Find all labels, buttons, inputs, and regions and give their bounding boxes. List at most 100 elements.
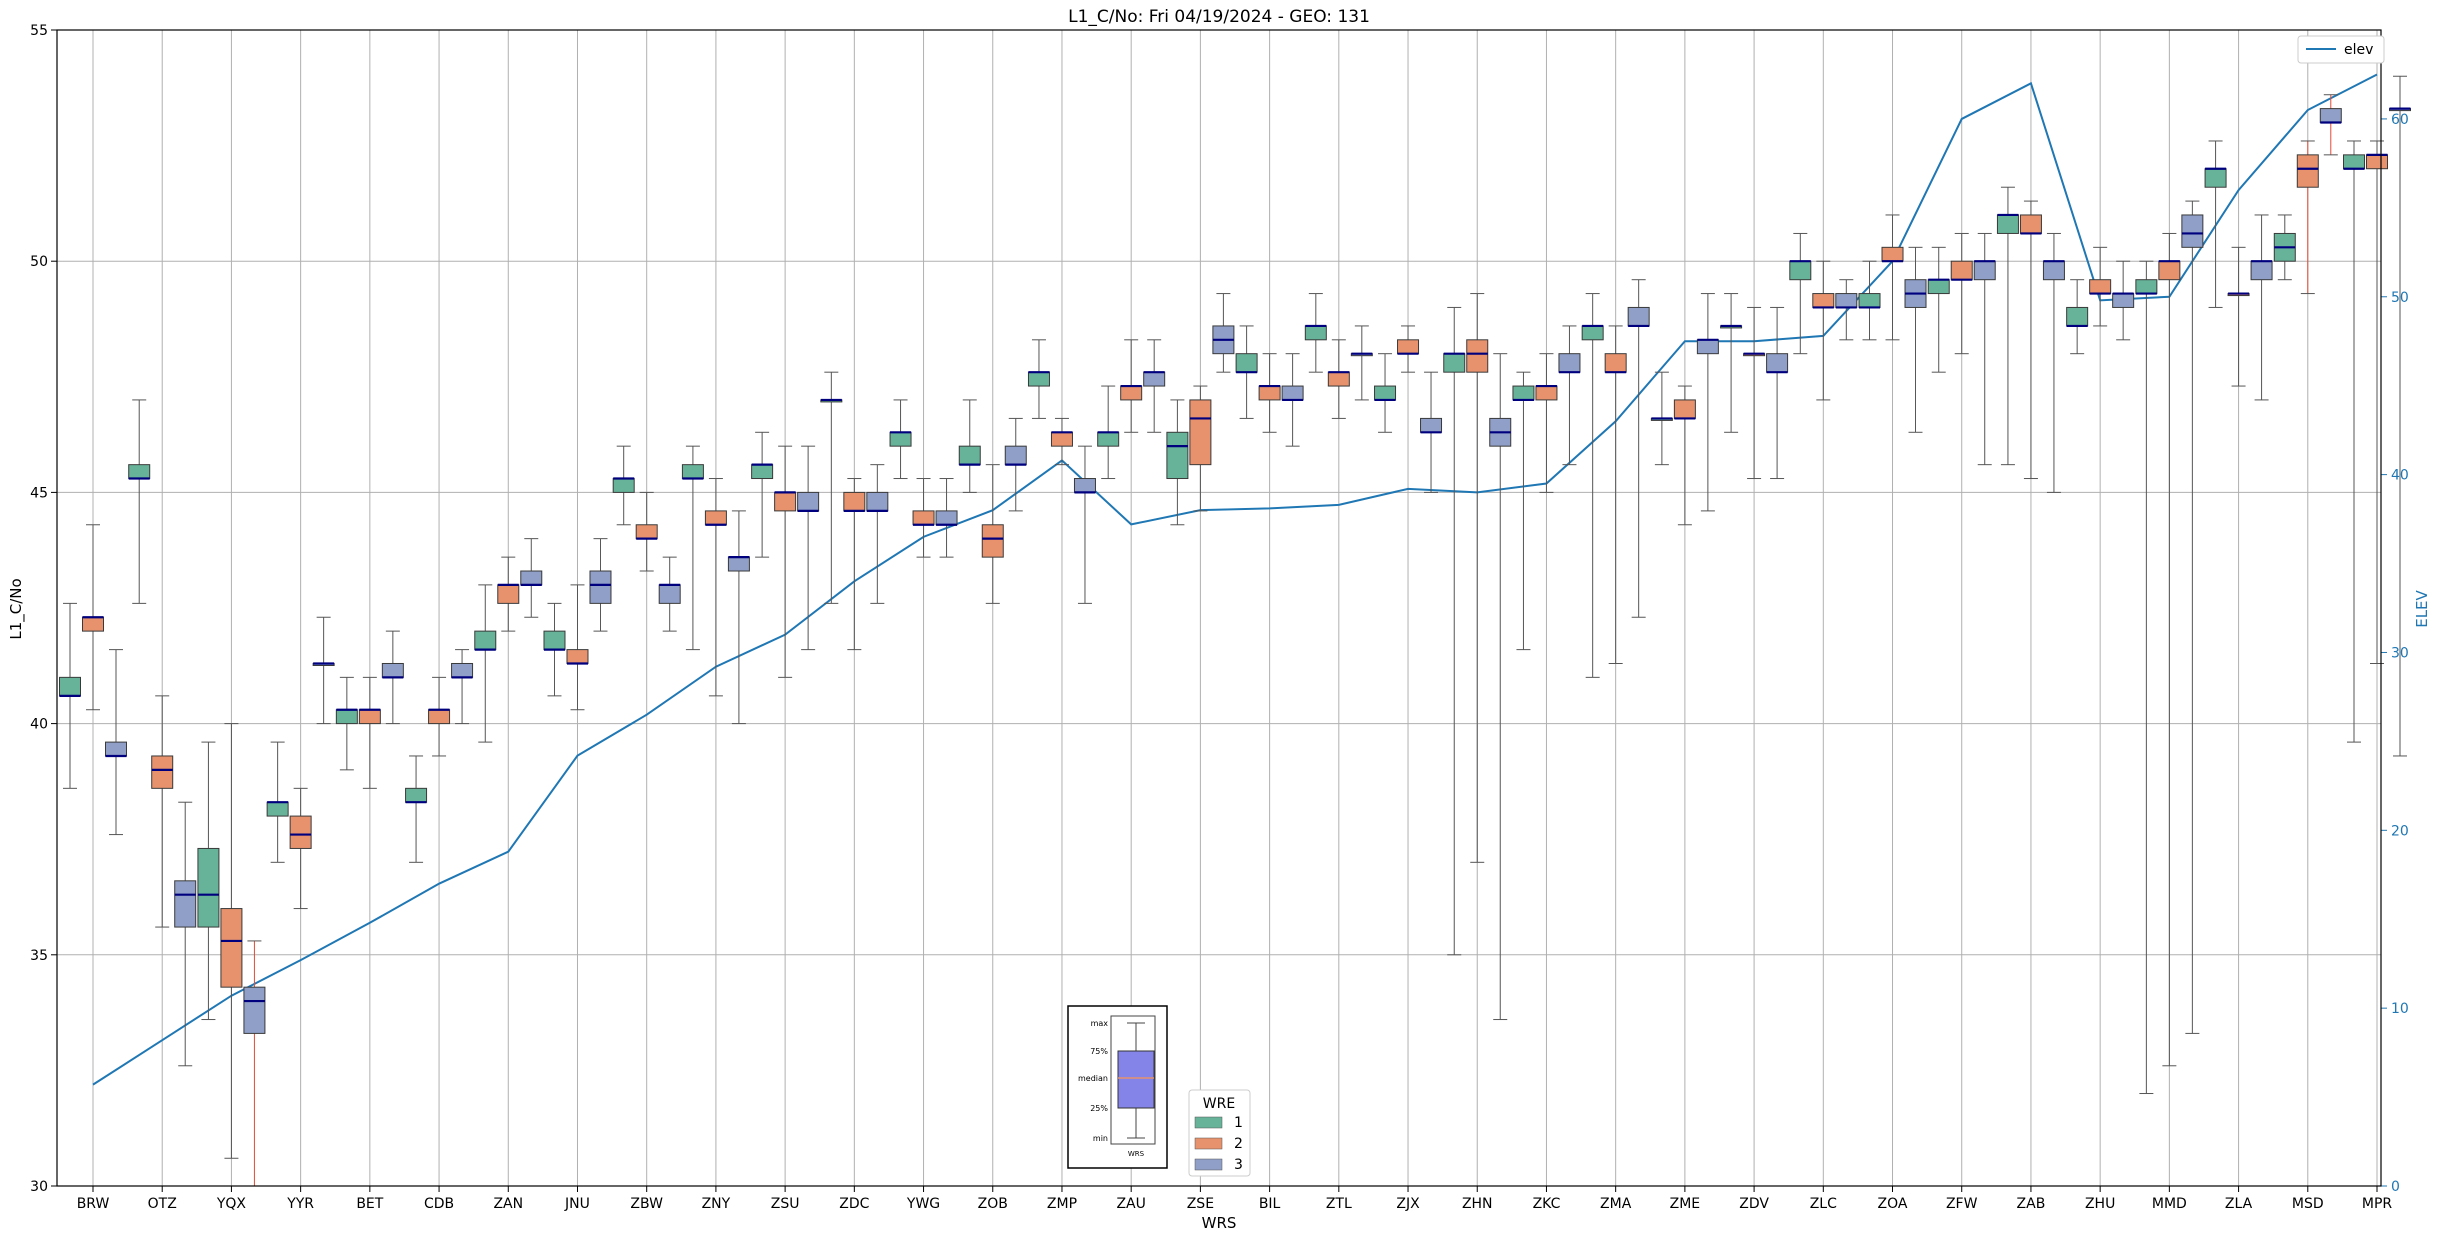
- box-OTZ-wre1: [128, 399, 151, 604]
- box-MMD-wre1: [2135, 260, 2158, 1095]
- box-BET-wre3: [381, 630, 404, 725]
- box-body: [151, 755, 174, 789]
- box-BET-wre2: [358, 676, 381, 789]
- y2-tick-label: 30: [2391, 645, 2409, 661]
- box-body: [1189, 399, 1212, 466]
- box-body: [358, 709, 381, 725]
- box-body: [1304, 325, 1327, 341]
- box-ZSE-wre3: [1212, 293, 1235, 373]
- box-body: [220, 908, 243, 988]
- x-tick-label: ZDV: [1739, 1196, 1769, 1212]
- box-ZOA-wre3: [1904, 246, 1927, 433]
- box-body: [266, 801, 289, 817]
- box-OTZ-wre2: [151, 695, 174, 928]
- box-body: [681, 464, 704, 480]
- box-body: [751, 464, 774, 480]
- box-ZLA-wre3: [2250, 214, 2273, 401]
- box-body: [1097, 431, 1120, 447]
- box-body: [1235, 353, 1258, 373]
- box-ZLC-wre2: [1812, 260, 1835, 401]
- x-tick-label: ZLC: [1810, 1196, 1837, 1212]
- box-body: [843, 491, 866, 512]
- box-body: [451, 662, 474, 678]
- y2-tick-label: 40: [2391, 468, 2409, 484]
- box-body: [958, 445, 981, 466]
- box-body: [1281, 385, 1304, 401]
- box-ZTL-wre2: [1327, 339, 1350, 419]
- box-ZLA-wre2: [2227, 246, 2250, 387]
- box-body: [1973, 260, 1996, 281]
- x-tick-label: YWG: [906, 1196, 940, 1212]
- y2-tick-label: 10: [2391, 1001, 2409, 1017]
- box-body: [612, 478, 635, 493]
- box-body: [704, 510, 727, 526]
- box-CDB-wre3: [451, 649, 474, 725]
- box-ZAN-wre3: [520, 538, 543, 618]
- box-ZHU-wre2: [2089, 246, 2112, 327]
- x-tick-label: ZNY: [702, 1196, 731, 1212]
- box-body: [2158, 260, 2181, 281]
- x-tick-label: YQX: [216, 1196, 247, 1212]
- box-body: [589, 570, 612, 604]
- box-body: [727, 556, 750, 572]
- x-tick-label: ZAB: [2017, 1196, 2046, 1212]
- wre-legend-swatch-1: [1194, 1116, 1223, 1129]
- box-body: [1397, 339, 1420, 355]
- box-ZAU-wre1: [1097, 385, 1120, 480]
- box-body: [2019, 214, 2042, 234]
- box-body: [1627, 306, 1650, 327]
- box-ZSE-wre1: [1166, 399, 1189, 526]
- box-body: [243, 986, 266, 1034]
- box-body: [105, 741, 127, 757]
- box-body: [1258, 385, 1281, 401]
- box-body: [1996, 214, 2019, 234]
- box-body: [981, 524, 1004, 558]
- x-tick-label: MSD: [2292, 1196, 2324, 1212]
- x-tick-label: ZLA: [2225, 1196, 2253, 1212]
- box-body: [2366, 154, 2388, 170]
- box-body: [2135, 279, 2158, 295]
- box-YWG-wre1: [889, 399, 912, 480]
- box-body: [1835, 293, 1858, 308]
- box-body: [1881, 246, 1904, 262]
- box-ZBW-wre1: [612, 445, 635, 526]
- box-body: [197, 847, 220, 928]
- box-ZME-wre1: [1650, 371, 1673, 466]
- box-key-inset: max 75% median 25% min WRS: [1067, 1005, 1168, 1169]
- box-ZHU-wre3: [2112, 260, 2135, 341]
- box-ZLC-wre3: [1835, 279, 1858, 341]
- box-body: [1004, 445, 1027, 466]
- box-JNU-wre2: [566, 584, 589, 711]
- box-ZNY-wre1: [681, 445, 704, 651]
- chart-title: L1_C/No: Fri 04/19/2024 - GEO: 131: [1068, 7, 1370, 27]
- box-ZMP-wre2: [1050, 417, 1073, 466]
- box-ZOB-wre1: [958, 399, 981, 493]
- box-body: [2181, 214, 2204, 248]
- wre-legend-label-3: 3: [1234, 1157, 1243, 1173]
- box-body: [2042, 260, 2065, 281]
- box-MSD-wre2: [2296, 140, 2319, 295]
- box-body: [1858, 293, 1881, 308]
- box-ZFW-wre3: [1973, 232, 1996, 466]
- box-key-min: min: [1093, 1134, 1108, 1143]
- box-body: [658, 584, 681, 604]
- y2-tick-label: 20: [2391, 823, 2409, 839]
- x-axis-label: WRS: [1202, 1214, 1237, 1232]
- box-body: [935, 510, 958, 526]
- box-YYR-wre1: [266, 741, 289, 863]
- box-ZMP-wre1: [1027, 339, 1050, 419]
- box-CDB-wre1: [405, 755, 428, 863]
- box-body: [1143, 371, 1166, 387]
- axes: 30 35 40 45 50 55 0 10 20 30 40 50 60 BRW OTZ YQX YYR BET…: [30, 23, 2409, 1212]
- box-ZNY-wre3: [727, 510, 750, 725]
- box-ZJX-wre3: [1420, 371, 1443, 493]
- box-YWG-wre3: [935, 478, 958, 558]
- box-ZHN-wre2: [1466, 293, 1489, 863]
- box-MPR-wre1: [2343, 140, 2365, 743]
- box-YQX-wre2: [220, 723, 243, 1159]
- wre-legend-swatch-3: [1194, 1158, 1223, 1171]
- box-ZTL-wre1: [1304, 293, 1327, 373]
- elev-line: [92, 73, 2378, 1086]
- box-ZHN-wre3: [1489, 353, 1512, 1021]
- box-ZKC-wre2: [1535, 353, 1558, 493]
